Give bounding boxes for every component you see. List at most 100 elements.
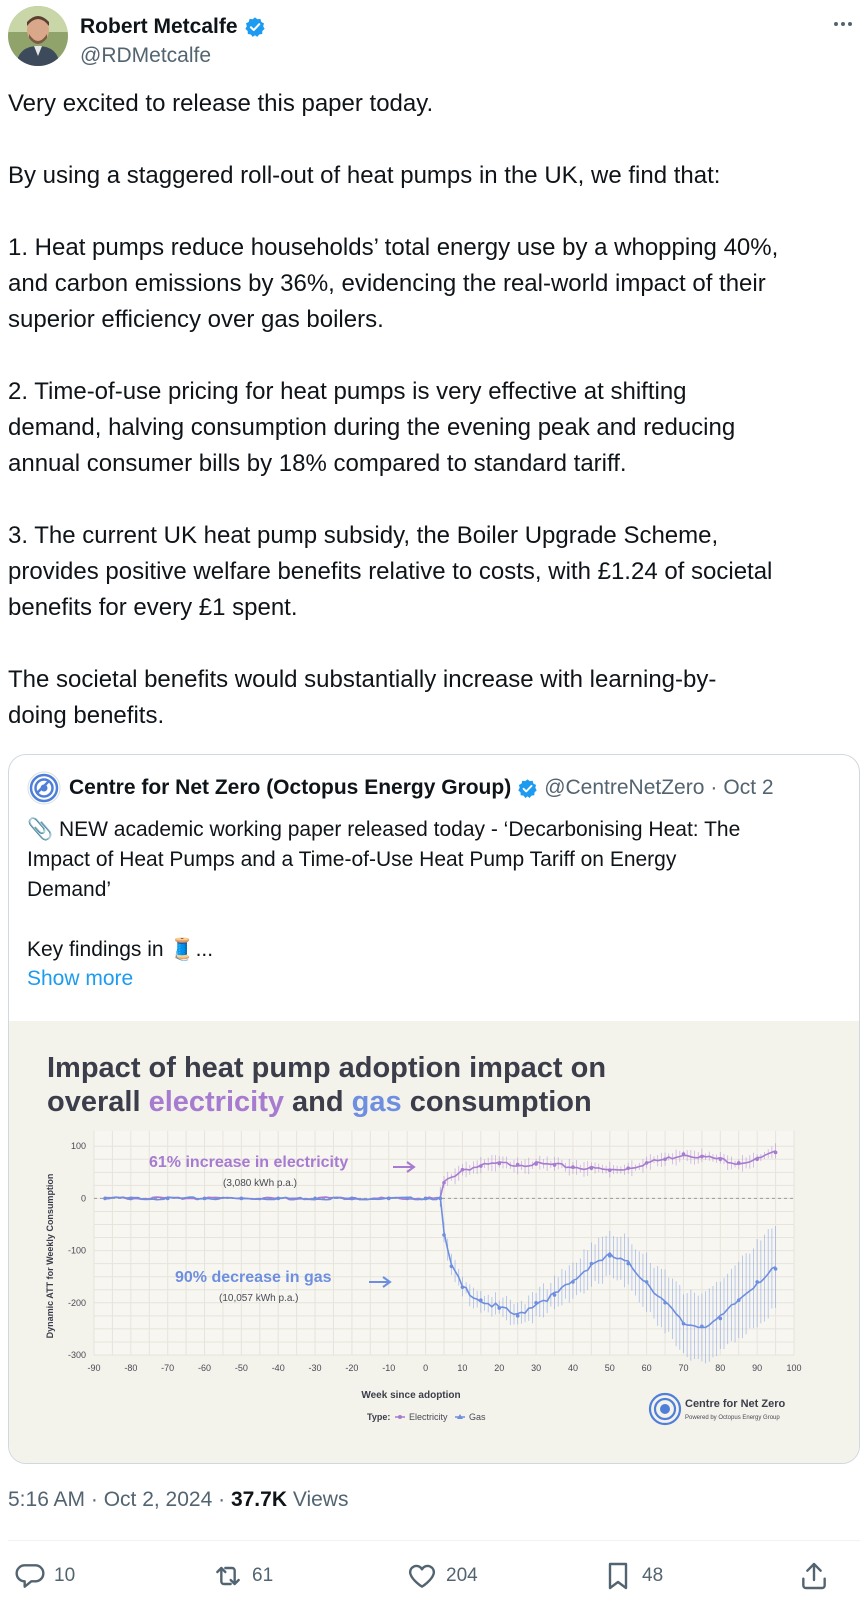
verified-badge-icon — [518, 778, 537, 798]
tweet-line: By using a staggered roll-out of heat pu… — [8, 162, 721, 189]
x-tick-label: 80 — [715, 1363, 725, 1373]
chart: -90 -80 -70 -60 -50 -40 -30 -20 -10 0 10 20 30 40 50 60… — [45, 1131, 802, 1426]
data-point-electricity — [571, 1165, 575, 1169]
brand-name: Centre for Net Zero — [685, 1398, 786, 1410]
tweet-line: doing benefits. — [8, 702, 165, 729]
y-tick-label: -300 — [68, 1350, 86, 1360]
views-label: Views — [287, 1488, 349, 1511]
x-tick-label: 100 — [786, 1363, 801, 1373]
data-point-electricity — [534, 1162, 538, 1166]
tweet-line: 1. Heat pumps reduce households’ total e… — [8, 234, 779, 261]
data-point-gas — [438, 1196, 443, 1201]
x-tick-label: 0 — [423, 1363, 428, 1373]
tweet-line: 2. Time-of-use pricing for heat pumps is… — [8, 378, 687, 405]
data-point-gas — [276, 1196, 281, 1201]
y-tick-label: -200 — [68, 1298, 86, 1308]
data-point-gas — [129, 1196, 133, 1201]
data-point-gas — [405, 1196, 409, 1201]
data-point-gas — [103, 1196, 107, 1201]
quoted-tweet[interactable]: Centre for Net Zero (Octopus Energy Grou… — [8, 754, 860, 1464]
action-bar: 10 61 204 48 — [0, 1560, 868, 1600]
verified-badge-icon — [244, 17, 265, 37]
data-point-gas — [700, 1324, 704, 1329]
annotation-gas-sub: (10,057 kWh p.a.) — [219, 1293, 298, 1304]
like-button[interactable]: 204 — [406, 1560, 478, 1592]
data-point-electricity — [442, 1180, 446, 1185]
data-point-gas — [773, 1267, 778, 1271]
x-tick-label: -40 — [272, 1363, 285, 1373]
data-point-electricity — [460, 1167, 465, 1172]
annotation-arrow-icon — [393, 1161, 416, 1173]
x-tick-label: -80 — [124, 1363, 137, 1373]
data-point-gas — [313, 1196, 317, 1201]
avatar[interactable] — [8, 6, 68, 66]
author-name[interactable]: Robert Metcalfe — [80, 15, 266, 39]
data-point-electricity — [515, 1162, 520, 1167]
data-point-gas — [718, 1316, 723, 1321]
data-point-electricity — [644, 1161, 649, 1165]
repost-icon — [216, 1566, 240, 1586]
data-point-gas — [202, 1196, 207, 1201]
data-point-gas — [350, 1196, 354, 1201]
data-point-electricity — [589, 1166, 594, 1170]
data-point-electricity — [626, 1166, 631, 1170]
views-count: 37.7K — [230, 1488, 287, 1511]
quoted-author-name[interactable]: Centre for Net Zero (Octopus Energy Grou… — [69, 776, 512, 799]
y-tick-label: 100 — [71, 1141, 86, 1151]
data-point-electricity — [755, 1157, 759, 1162]
quoted-date[interactable]: Oct 2 — [723, 776, 774, 799]
data-point-gas — [386, 1196, 391, 1201]
data-point-gas — [497, 1306, 502, 1310]
chart-title-line1: Impact of heat pump adoption impact on — [47, 1052, 607, 1084]
author-name-text: Robert Metcalfe — [80, 15, 238, 38]
quoted-tweet-text: 📎 NEW academic working paper released to… — [27, 815, 847, 965]
y-tick-label: -100 — [68, 1246, 86, 1256]
x-tick-label: -60 — [198, 1363, 211, 1373]
quoted-tweet-image[interactable]: Impact of heat pump adoption impact on o… — [9, 1021, 859, 1463]
brand-subtitle: Powered by Octopus Energy Group — [685, 1415, 780, 1421]
legend-label-electricity: Electricity — [409, 1412, 448, 1422]
share-button[interactable] — [798, 1560, 830, 1592]
data-point-gas — [534, 1301, 538, 1305]
reply-button[interactable]: 10 — [14, 1560, 75, 1592]
share-icon — [802, 1562, 826, 1590]
chart-title: Impact of heat pump adoption impact on o… — [47, 1051, 606, 1119]
annotation-electricity: 61% increase in electricity — [149, 1154, 348, 1171]
bookmark-count: 48 — [642, 1565, 664, 1586]
reply-icon — [15, 1564, 45, 1588]
legend-title: Type: — [367, 1412, 390, 1422]
annotation-arrow-icon — [369, 1276, 392, 1288]
quoted-author-handle[interactable]: @CentreNetZero — [544, 776, 705, 799]
tweet-line: and carbon emissions by 36%, evidencing … — [8, 270, 766, 297]
brand-logo-icon — [648, 1392, 682, 1426]
data-point-electricity — [773, 1150, 778, 1155]
data-point-electricity — [607, 1168, 612, 1173]
data-point-electricity — [718, 1157, 723, 1162]
show-more-link[interactable]: Show more — [27, 967, 134, 990]
x-tick-label: -10 — [382, 1363, 395, 1373]
data-point-gas — [515, 1314, 520, 1318]
x-tick-label: 30 — [531, 1363, 541, 1373]
data-point-gas — [644, 1280, 649, 1284]
more-options-icon[interactable] — [826, 12, 860, 36]
x-tick-label: 70 — [678, 1363, 688, 1373]
data-point-gas — [165, 1196, 170, 1201]
bookmark-button[interactable]: 48 — [602, 1560, 663, 1592]
tweet-line: benefits for every £1 spent. — [8, 594, 298, 621]
heart-icon — [408, 1564, 436, 1588]
tweet-timestamp[interactable]: 5:16 AM · Oct 2, 2024 · 37.7K Views — [8, 1488, 348, 1512]
tweet-line: provides positive welfare benefits relat… — [8, 558, 773, 585]
data-point-gas — [589, 1261, 594, 1266]
author-handle[interactable]: @RDMetcalfe — [80, 44, 212, 67]
quoted-tweet-line: Key findings in 🧵... — [27, 938, 214, 961]
data-point-gas — [755, 1280, 759, 1284]
tweet-header: Robert Metcalfe @RDMetcalfe — [8, 6, 860, 68]
annotation-gas: 90% decrease in gas — [175, 1269, 332, 1286]
repost-button[interactable]: 61 — [212, 1560, 273, 1592]
x-tick-label: 50 — [605, 1363, 615, 1373]
data-point-gas — [460, 1285, 465, 1289]
x-tick-label: 40 — [568, 1363, 578, 1373]
data-point-gas — [479, 1298, 483, 1302]
repost-count: 61 — [252, 1565, 274, 1586]
x-tick-label: -50 — [235, 1363, 248, 1373]
